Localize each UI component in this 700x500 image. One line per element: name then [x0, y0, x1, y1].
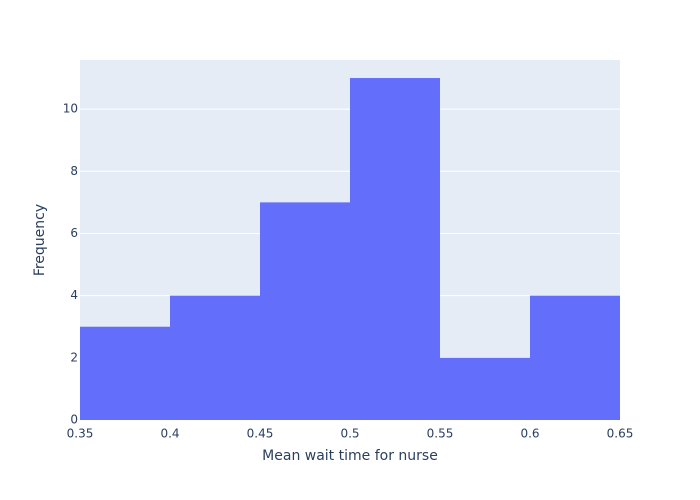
x-tick-label: 0.65 [607, 427, 634, 441]
x-axis-ticks: 0.35 0.4 0.45 0.5 0.55 0.6 0.65 [67, 427, 634, 441]
x-tick-label: 0.5 [340, 427, 359, 441]
y-tick-label: 8 [70, 164, 78, 178]
x-tick-label: 0.35 [67, 427, 94, 441]
histogram-bar [170, 295, 260, 420]
y-tick-label: 10 [63, 102, 78, 116]
y-tick-label: 0 [70, 413, 78, 427]
y-axis-title: Frequency [32, 204, 48, 276]
x-tick-label: 0.4 [160, 427, 179, 441]
x-tick-label: 0.55 [427, 427, 454, 441]
histogram-bar [440, 357, 530, 420]
bars [80, 78, 620, 420]
x-tick-label: 0.6 [520, 427, 539, 441]
histogram-bar [350, 78, 440, 420]
histogram-bar [530, 295, 620, 420]
y-tick-label: 2 [70, 350, 78, 364]
histogram-bar [80, 326, 170, 420]
y-tick-label: 4 [70, 288, 78, 302]
histogram-bar [260, 202, 350, 420]
x-axis-title: Mean wait time for nurse [262, 448, 438, 464]
y-axis-ticks: 0 2 4 6 8 10 [63, 102, 78, 427]
y-tick-label: 6 [70, 226, 78, 240]
x-tick-label: 0.45 [247, 427, 274, 441]
